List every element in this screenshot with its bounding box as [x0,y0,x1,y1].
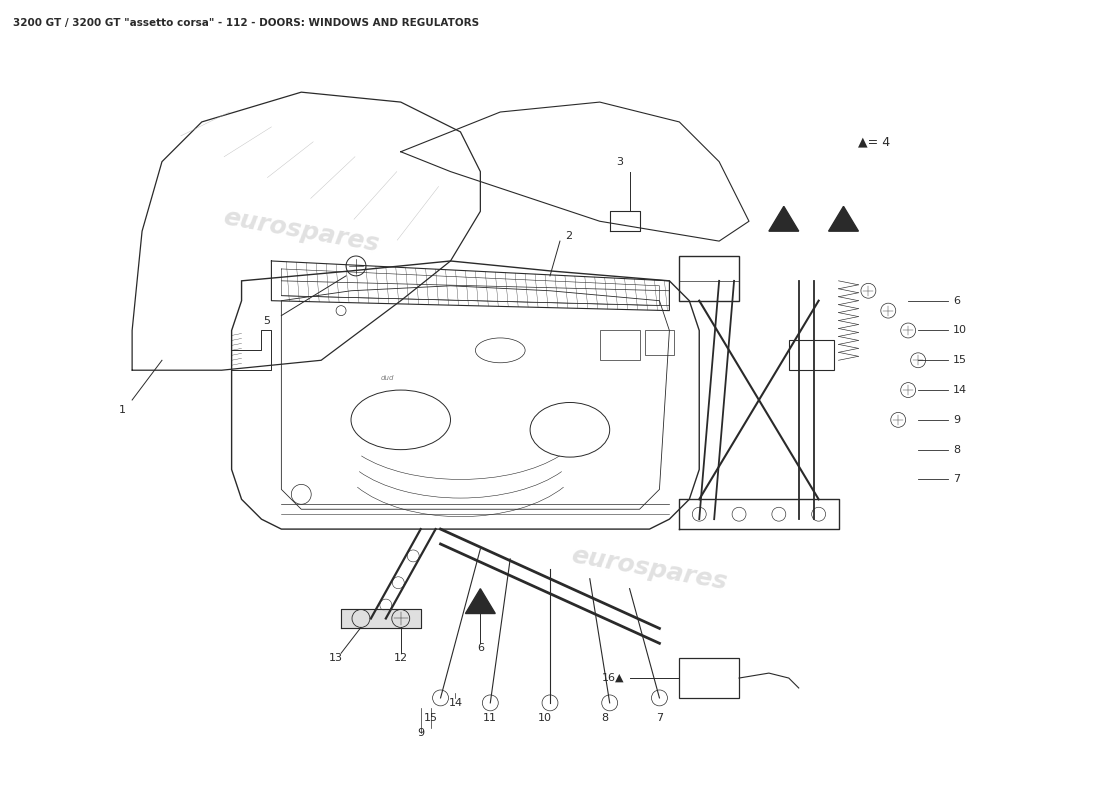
Text: 15: 15 [424,713,438,722]
Text: 14: 14 [953,385,967,395]
Text: 11: 11 [483,713,497,722]
Text: ▲= 4: ▲= 4 [858,135,891,148]
Text: 7: 7 [953,474,960,485]
Text: 3: 3 [616,157,623,166]
Polygon shape [828,206,858,231]
Polygon shape [769,206,799,231]
Polygon shape [465,589,495,614]
Text: 10: 10 [538,713,552,722]
Text: 6: 6 [477,643,484,654]
Text: 2: 2 [565,231,572,241]
Text: 12: 12 [394,653,408,663]
Text: eurospares: eurospares [570,543,729,594]
Text: 8: 8 [602,713,608,722]
Text: 16▲: 16▲ [602,673,625,683]
Text: 13: 13 [329,653,343,663]
Text: 15: 15 [953,355,967,366]
Text: 7: 7 [656,713,663,722]
Text: 9: 9 [953,415,960,425]
Text: 10: 10 [953,326,967,335]
Text: 9: 9 [417,728,425,738]
Text: 8: 8 [953,445,960,454]
Text: 5: 5 [263,315,270,326]
Polygon shape [341,609,420,629]
Text: 6: 6 [953,296,960,306]
Text: 3200 GT / 3200 GT "assetto corsa" - 112 - DOORS: WINDOWS AND REGULATORS: 3200 GT / 3200 GT "assetto corsa" - 112 … [13,18,478,28]
Text: eurospares: eurospares [221,206,382,257]
Text: 1: 1 [119,405,125,415]
Text: 14: 14 [449,698,462,708]
Text: dud: dud [381,375,395,381]
